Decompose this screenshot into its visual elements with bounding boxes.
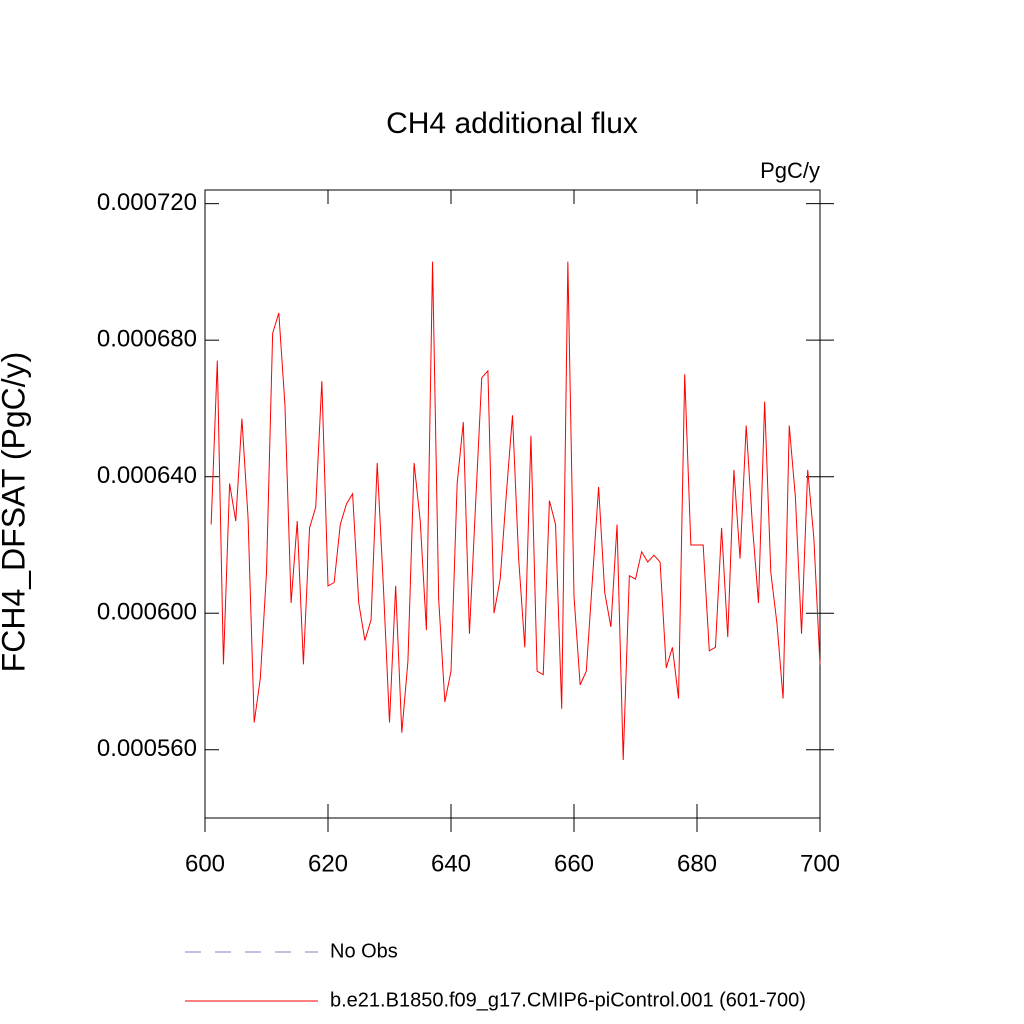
units-label: PgC/y	[760, 158, 820, 183]
chart-title: CH4 additional flux	[386, 107, 638, 140]
legend-label: No Obs	[330, 940, 398, 962]
legend-label: b.e21.B1850.f09_g17.CMIP6-piControl.001 …	[330, 989, 806, 1011]
x-tick-label: 680	[677, 850, 717, 877]
plot-frame	[204, 189, 821, 819]
y-tick-label: 0.000640	[97, 462, 197, 489]
x-tick-label: 640	[431, 850, 471, 877]
x-tick-label: 660	[554, 850, 594, 877]
y-tick-label: 0.000560	[97, 735, 197, 762]
x-tick-label: 620	[308, 850, 348, 877]
y-tick-label: 0.000680	[97, 326, 197, 353]
y-tick-label: 0.000600	[97, 599, 197, 626]
x-tick-label: 700	[800, 850, 840, 877]
x-tick-label: 600	[185, 850, 225, 877]
data-line	[210, 261, 821, 760]
y-tick-label: 0.000720	[97, 189, 197, 216]
y-axis-label: FCH4_DFSAT (PgC/y)	[0, 352, 31, 673]
